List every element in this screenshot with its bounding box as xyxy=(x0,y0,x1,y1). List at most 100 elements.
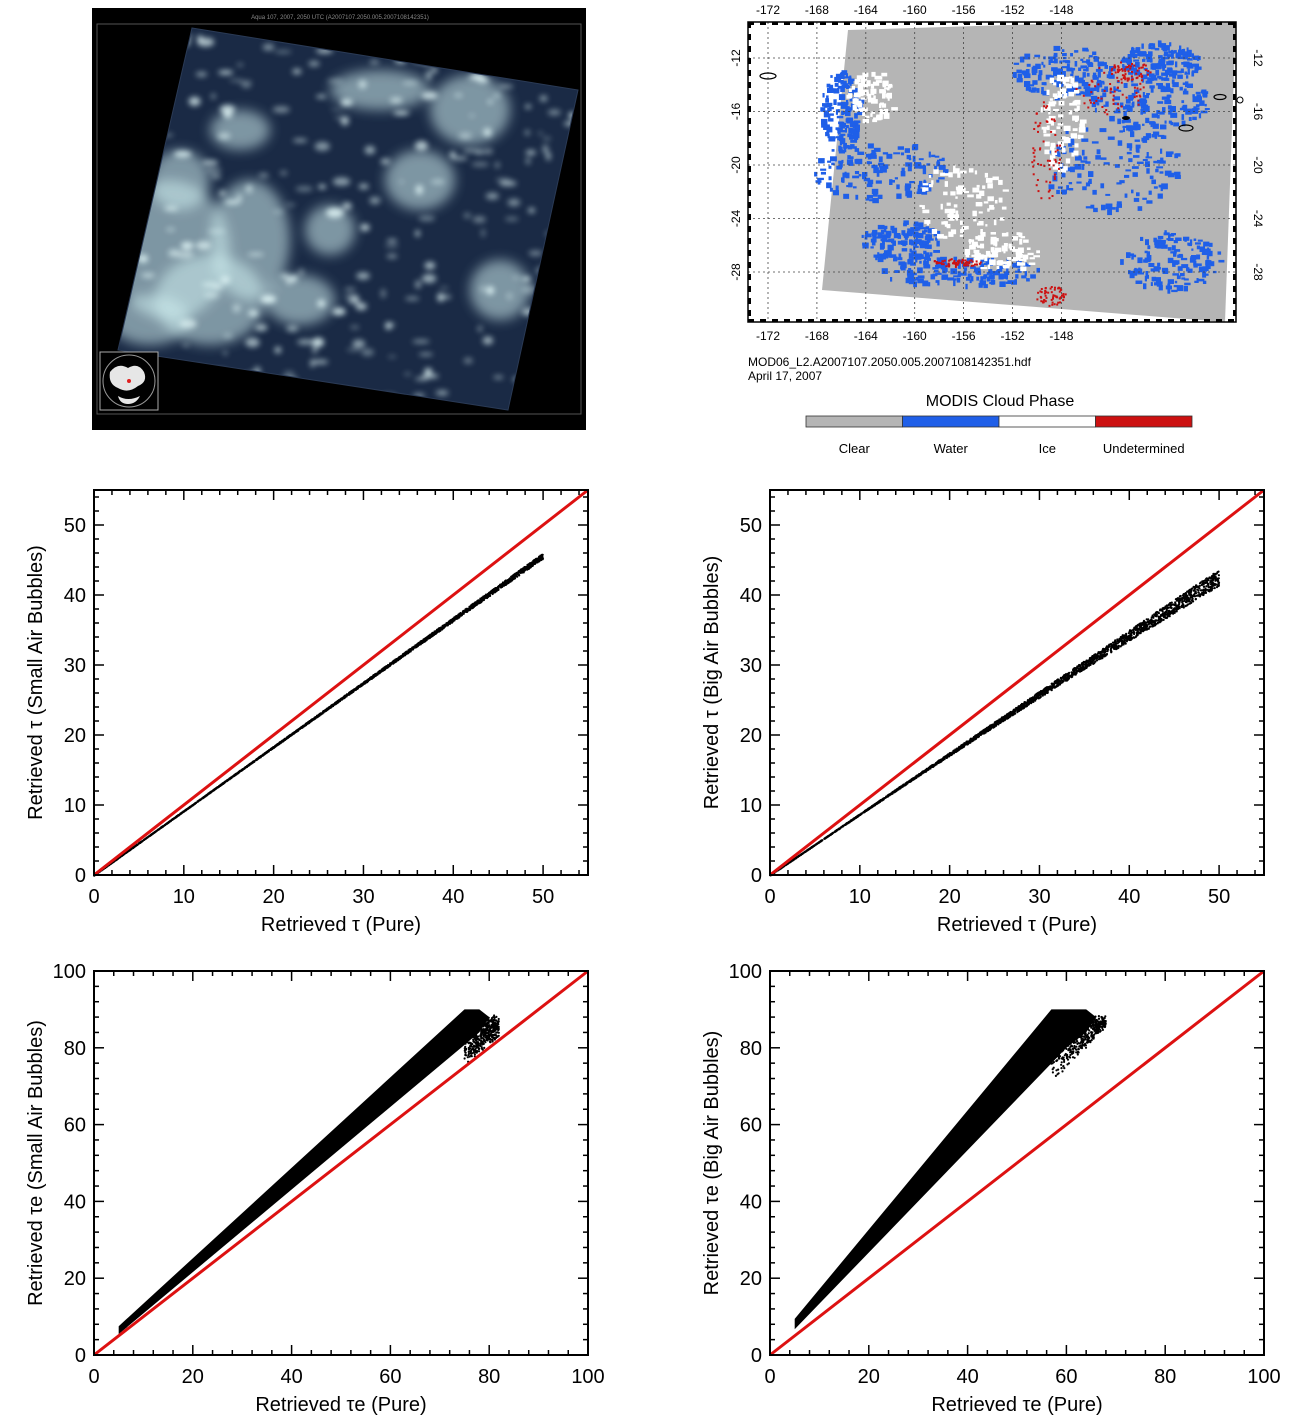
data-point xyxy=(1110,644,1113,647)
data-point xyxy=(1181,602,1184,605)
data-point xyxy=(1022,706,1025,709)
data-point xyxy=(1199,589,1202,592)
y-tick-label: 10 xyxy=(64,795,86,817)
data-points xyxy=(93,553,545,877)
data-point xyxy=(1194,598,1197,601)
data-point xyxy=(1213,587,1216,590)
data-point xyxy=(1191,587,1194,590)
data-point xyxy=(224,780,227,783)
data-point xyxy=(1132,629,1135,633)
data-point xyxy=(468,605,471,608)
map-lon-tick-label-top: -160 xyxy=(903,3,927,17)
data-point xyxy=(1095,657,1099,660)
data-point xyxy=(448,621,451,624)
data-point xyxy=(491,589,495,592)
data-point xyxy=(377,672,380,675)
data-point xyxy=(1140,630,1143,633)
satellite-frame xyxy=(96,23,582,415)
data-point xyxy=(1174,603,1177,606)
data-point xyxy=(1077,667,1080,671)
data-point xyxy=(1156,621,1159,624)
data-point xyxy=(477,599,480,602)
data-point xyxy=(466,608,469,611)
data-point xyxy=(351,690,354,693)
data-point xyxy=(433,633,436,636)
data-point xyxy=(1166,606,1169,610)
data-point xyxy=(315,714,319,718)
map-lon-tick-label-bottom: -156 xyxy=(952,329,976,343)
map-lat-tick-label-right: -28 xyxy=(1251,263,1265,281)
data-point xyxy=(1214,575,1217,579)
map-lon-labels-top: -172 -168 -164 -160 -156 -152 -148 xyxy=(756,3,1074,17)
data-point xyxy=(437,630,440,633)
data-point xyxy=(1139,622,1142,625)
data-point xyxy=(391,661,394,664)
data-point xyxy=(295,730,298,733)
data-point xyxy=(322,709,325,713)
data-point xyxy=(474,601,477,604)
data-point xyxy=(528,562,532,565)
data-point xyxy=(1061,679,1064,683)
map-lat-labels-right: -12-16-20-24-28 xyxy=(1251,49,1265,281)
data-point xyxy=(1204,591,1208,595)
data-point xyxy=(1177,604,1180,607)
data-point xyxy=(348,693,351,696)
data-point xyxy=(327,707,330,710)
data-point xyxy=(1102,653,1105,656)
data-point xyxy=(1059,676,1062,680)
data-point xyxy=(368,678,371,681)
data-point xyxy=(218,784,221,788)
data-point xyxy=(1106,650,1109,653)
data-point xyxy=(472,604,475,607)
data-point xyxy=(227,778,230,781)
data-point xyxy=(1180,598,1184,601)
map-lon-tick-label-bottom: -152 xyxy=(1000,329,1024,343)
data-point xyxy=(441,628,444,631)
map-lat-tick-label-right: -24 xyxy=(1251,210,1265,228)
map-lon-tick-label-top: -172 xyxy=(756,3,780,17)
y-tick-label: 50 xyxy=(64,515,86,537)
data-point xyxy=(503,581,506,584)
data-point xyxy=(1166,613,1169,616)
data-point xyxy=(1197,591,1200,594)
data-point xyxy=(206,793,209,796)
data-point xyxy=(168,821,171,824)
data-point xyxy=(1142,629,1145,632)
data-point xyxy=(191,804,194,807)
data-point xyxy=(453,617,456,620)
data-point xyxy=(1178,595,1181,598)
data-point xyxy=(1209,580,1212,583)
data-point xyxy=(1185,600,1188,603)
data-point xyxy=(329,705,332,709)
data-point xyxy=(1139,625,1142,628)
data-point xyxy=(520,570,524,573)
data-point xyxy=(260,754,263,758)
data-point xyxy=(487,594,490,597)
x-tick-label: 10 xyxy=(173,886,195,908)
data-point xyxy=(293,731,296,734)
data-point xyxy=(415,646,418,649)
data-point xyxy=(1072,671,1075,674)
data-point xyxy=(1176,597,1180,600)
locator-globe-inset xyxy=(99,351,159,411)
data-point xyxy=(375,673,378,676)
map-lon-tick-label-top: -152 xyxy=(1000,3,1024,17)
data-point xyxy=(194,802,197,805)
data-point xyxy=(1202,589,1205,592)
map-lat-tick-label-left: -12 xyxy=(729,49,743,67)
data-point xyxy=(419,641,422,644)
data-point xyxy=(1034,697,1037,700)
map-lon-tick-label-bottom: -172 xyxy=(756,329,780,343)
data-point xyxy=(993,721,996,724)
data-point xyxy=(1205,577,1208,580)
data-point xyxy=(1149,625,1152,628)
data-point xyxy=(272,747,275,750)
data-point xyxy=(1124,642,1127,645)
location-marker-icon xyxy=(127,379,131,383)
satellite-image-panel: Aqua 107, 2007, 2050 UTC (A2007107.2050.… xyxy=(92,8,586,430)
legend-swatch xyxy=(902,415,1000,428)
data-point xyxy=(934,763,938,766)
data-point xyxy=(1189,590,1192,593)
y-axis-label: Retrieved τ (Small Air Bubbles) xyxy=(25,545,47,820)
